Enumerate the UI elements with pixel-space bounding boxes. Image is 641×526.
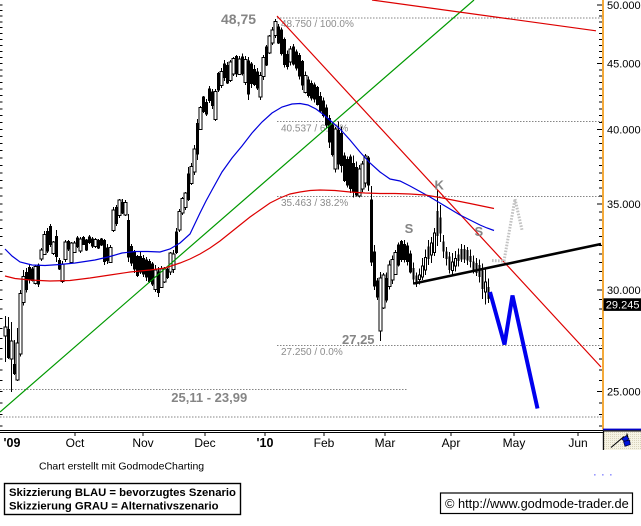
svg-text:30.000: 30.000 (607, 285, 641, 297)
svg-text:29.245: 29.245 (606, 300, 640, 312)
svg-text:Apr: Apr (442, 436, 461, 450)
svg-text:'10: '10 (257, 436, 274, 450)
svg-text:Feb: Feb (314, 436, 335, 450)
svg-text:35.463 / 38.2%: 35.463 / 38.2% (281, 198, 348, 209)
svg-text:S: S (405, 221, 414, 236)
svg-text:S: S (475, 224, 484, 239)
svg-text:K: K (435, 178, 445, 193)
svg-text:40.537 / 61.8%: 40.537 / 61.8% (281, 123, 348, 134)
svg-text:48,75: 48,75 (221, 11, 256, 27)
svg-text:Dec: Dec (194, 436, 215, 450)
svg-text:Jun: Jun (568, 436, 587, 450)
svg-text:Chart erstellt mit GodmodeChar: Chart erstellt mit GodmodeCharting (39, 461, 204, 473)
svg-text:© http://www.godmode-trader.de: © http://www.godmode-trader.de (445, 496, 629, 511)
svg-text:27,25: 27,25 (342, 332, 375, 347)
svg-text:35.000: 35.000 (607, 199, 641, 211)
svg-text:45.000: 45.000 (607, 59, 641, 71)
svg-text:Skizzierung GRAU = Alternativs: Skizzierung GRAU = Alternativszenario (9, 501, 219, 513)
svg-text:Mar: Mar (375, 436, 396, 450)
svg-text:Oct: Oct (66, 436, 85, 450)
svg-text:27.250 / 0.0%: 27.250 / 0.0% (281, 347, 343, 358)
svg-text:25,11 - 23,99: 25,11 - 23,99 (171, 390, 247, 405)
svg-text:Nov: Nov (132, 436, 153, 450)
svg-text:May: May (503, 436, 526, 450)
svg-text:'09: '09 (4, 436, 21, 450)
svg-text:25.000: 25.000 (607, 387, 641, 399)
svg-text:50.000: 50.000 (607, 0, 641, 12)
svg-text:48.750 / 100.0%: 48.750 / 100.0% (281, 19, 354, 30)
svg-text:Skizzierung BLAU = bevorzugtes: Skizzierung BLAU = bevorzugtes Szenario (9, 487, 236, 499)
svg-text:40.000: 40.000 (607, 124, 641, 136)
